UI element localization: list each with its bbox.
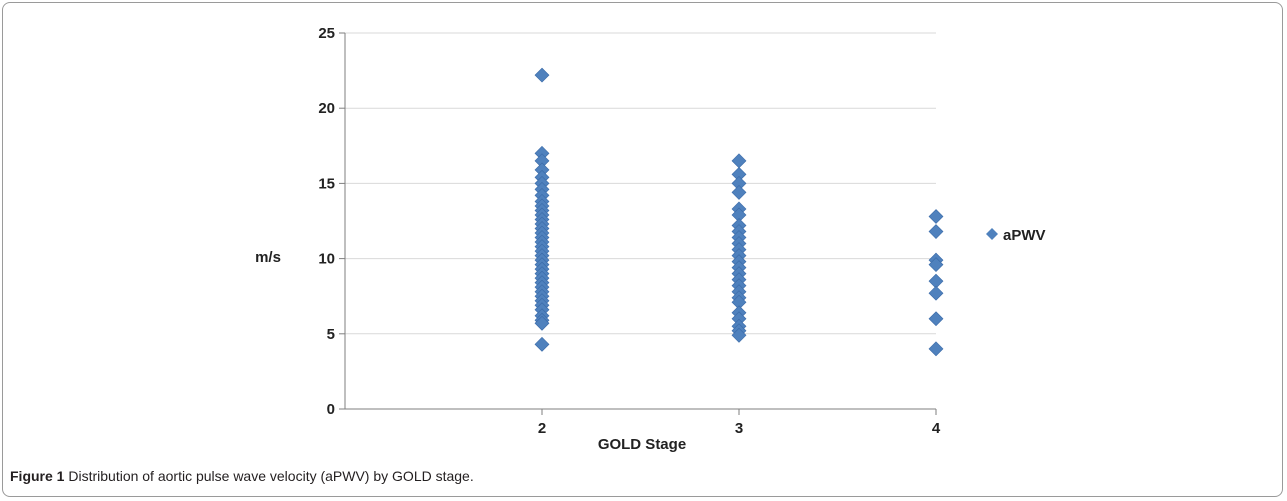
data-point — [731, 153, 747, 169]
y-tick-label-10: 10 — [318, 251, 335, 268]
data-point — [731, 327, 747, 343]
data-point — [928, 257, 944, 273]
data-points — [534, 67, 944, 357]
data-point — [928, 209, 944, 224]
data-point — [534, 315, 550, 331]
y-tick-labels: 0 5 10 15 20 25 — [318, 25, 335, 418]
x-axis-title: GOLD Stage — [598, 436, 686, 453]
x-tick-label-4: 4 — [932, 420, 941, 437]
figure-caption: Figure 1 Distribution of aortic pulse wa… — [10, 468, 474, 484]
data-point — [534, 336, 550, 352]
legend: aPWV — [986, 227, 1046, 244]
legend-label-apwv: aPWV — [1003, 227, 1046, 244]
data-point — [928, 341, 944, 357]
y-tick-label-15: 15 — [318, 175, 335, 192]
y-tick-label-20: 20 — [318, 100, 335, 117]
x-tick-label-2: 2 — [538, 420, 546, 437]
figure-caption-text: Distribution of aortic pulse wave veloci… — [64, 468, 474, 484]
y-tick-label-25: 25 — [318, 25, 335, 42]
x-tick-labels: 2 3 4 — [538, 420, 941, 437]
data-point — [928, 311, 944, 327]
y-axis-title: m/s — [255, 249, 281, 266]
y-tick-label-5: 5 — [327, 326, 335, 343]
gridlines — [345, 32, 936, 335]
figure-caption-label: Figure 1 — [10, 468, 65, 484]
axes — [339, 32, 937, 415]
data-point — [731, 184, 747, 200]
data-point — [534, 67, 550, 83]
data-point — [928, 224, 944, 239]
legend-marker-apwv — [986, 228, 998, 240]
x-tick-label-3: 3 — [735, 420, 743, 437]
data-point — [928, 285, 944, 301]
y-tick-label-0: 0 — [327, 401, 335, 418]
